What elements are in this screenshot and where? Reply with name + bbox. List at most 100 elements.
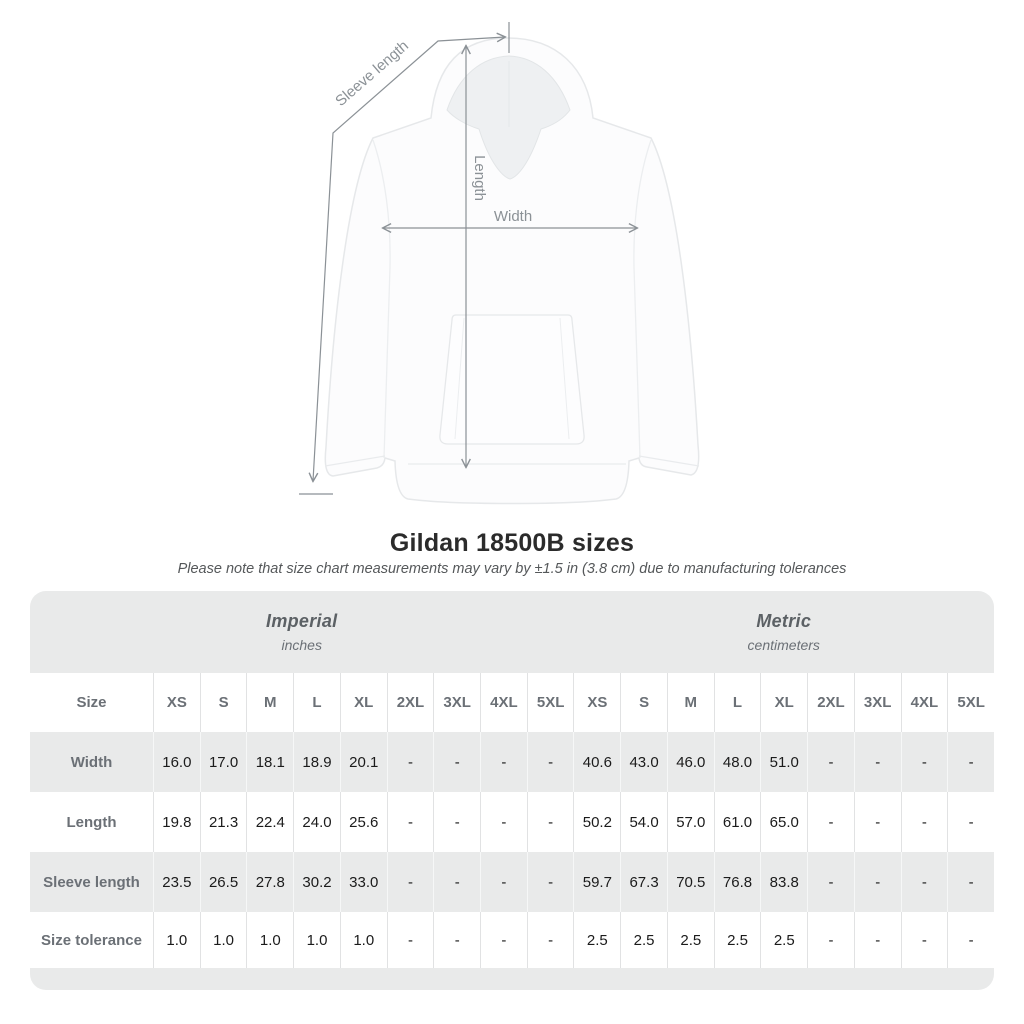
value-cell: 25.6 — [339, 792, 387, 852]
hoodie-photo — [324, 37, 700, 505]
value-cell: - — [900, 792, 948, 852]
row-label-sleeve-length: Sleeve length — [43, 873, 140, 891]
value-cell: - — [900, 852, 948, 912]
value-cell: 26.5 — [199, 852, 247, 912]
value-cell: 21.3 — [199, 792, 247, 852]
value-cell: - — [807, 852, 854, 912]
value-cell: 67.3 — [620, 852, 667, 912]
metric-unit: centimeters — [747, 637, 820, 653]
sleeve-crease-right — [633, 266, 641, 459]
size-header-cell: XL — [760, 673, 808, 732]
size-header-cell: 4XL — [480, 673, 527, 732]
value-cell: 2.5 — [620, 912, 667, 968]
tolerance-note: Please note that size chart measurements… — [177, 561, 847, 577]
value-cell: - — [433, 732, 480, 792]
value-cell: 30.2 — [293, 852, 340, 912]
value-cell: 19.8 — [153, 792, 200, 852]
value-cell: 83.8 — [760, 852, 807, 912]
size-header-cell: S — [620, 673, 667, 732]
kangaroo-pocket — [439, 314, 585, 445]
table-bottom-band — [30, 968, 994, 990]
value-cell: - — [853, 732, 901, 792]
value-cell: 40.6 — [573, 732, 620, 792]
value-cell: - — [480, 792, 527, 852]
row-label-length: Length — [30, 792, 153, 852]
value-cell: 18.1 — [246, 732, 293, 792]
value-cell: - — [947, 732, 994, 792]
value-cell: - — [526, 792, 574, 852]
size-header-cell: L — [293, 673, 340, 732]
value-cell: - — [900, 912, 948, 968]
value-cell: - — [480, 732, 527, 792]
value-cell: - — [433, 912, 481, 968]
value-cell: 50.2 — [573, 792, 621, 852]
value-cell: 17.0 — [199, 732, 247, 792]
value-cell: - — [853, 792, 901, 852]
value-cell: - — [386, 732, 434, 792]
size-header-cell: 2XL — [807, 673, 854, 732]
value-cell: 2.5 — [666, 912, 714, 968]
value-cell: 2.5 — [713, 912, 761, 968]
value-cell: - — [386, 792, 434, 852]
value-cell: 2.5 — [573, 912, 621, 968]
value-cell: 59.7 — [573, 852, 620, 912]
value-cell: 61.0 — [713, 792, 761, 852]
value-cell: 1.0 — [199, 912, 247, 968]
value-cell: - — [807, 912, 854, 968]
value-cell: 23.5 — [153, 852, 200, 912]
armhole-seam-right — [633, 139, 652, 268]
value-cell: - — [433, 852, 480, 912]
cuff-seam-right — [638, 455, 700, 467]
size-header-cell: XL — [339, 673, 387, 732]
value-cell: - — [947, 912, 994, 968]
size-header-cell: XS — [153, 673, 200, 732]
value-cell: - — [900, 732, 948, 792]
value-cell: - — [480, 912, 527, 968]
value-cell: - — [526, 912, 574, 968]
value-cell: 46.0 — [666, 732, 714, 792]
value-cell: - — [433, 792, 481, 852]
hoodie-measurement-diagram: Sleeve length Length Width — [299, 22, 700, 505]
value-cell: - — [947, 792, 994, 852]
size-header-cell: S — [199, 673, 247, 732]
sleeve-length-arrow — [313, 37, 505, 481]
size-header-cell: 5XL — [526, 673, 574, 732]
row-label-width: Width — [70, 753, 113, 771]
size-table: Imperial inches Metric centimeters Size … — [30, 591, 994, 990]
value-cell: 1.0 — [153, 912, 200, 968]
sleeve-length-measure — [299, 22, 510, 495]
value-cell: - — [853, 912, 901, 968]
value-cell: 22.4 — [246, 792, 294, 852]
value-cell: 43.0 — [620, 732, 667, 792]
value-cell: 24.0 — [293, 792, 340, 852]
size-header-cell: 5XL — [947, 673, 994, 732]
metric-label: Metric — [756, 611, 812, 631]
metric-group-header: Metric centimeters — [573, 591, 994, 673]
size-header-cell: 4XL — [900, 673, 948, 732]
value-cell: - — [807, 732, 854, 792]
imperial-label: Imperial — [266, 611, 338, 631]
value-cell: 16.0 — [153, 732, 200, 792]
value-cell: 20.1 — [339, 732, 387, 792]
value-cell: - — [526, 732, 574, 792]
pocket-stitch-right — [559, 317, 570, 440]
value-cell: 57.0 — [666, 792, 714, 852]
value-cell: 76.8 — [713, 852, 761, 912]
length-label: Length — [471, 155, 488, 201]
value-cell: - — [526, 852, 574, 912]
value-cell: 65.0 — [760, 792, 808, 852]
value-cell: 54.0 — [620, 792, 667, 852]
value-cell: 33.0 — [339, 852, 387, 912]
size-header-cell: L — [713, 673, 761, 732]
row-label-size-tolerance: Size tolerance — [30, 912, 153, 968]
value-cell: 70.5 — [666, 852, 714, 912]
value-cell: 1.0 — [339, 912, 387, 968]
value-cell: 27.8 — [246, 852, 293, 912]
value-cell: 48.0 — [713, 732, 761, 792]
size-column-header: Size — [30, 673, 153, 732]
size-header-cell: 2XL — [386, 673, 434, 732]
value-cell: - — [386, 852, 434, 912]
size-header-cell: M — [666, 673, 714, 732]
value-cell: - — [386, 912, 434, 968]
